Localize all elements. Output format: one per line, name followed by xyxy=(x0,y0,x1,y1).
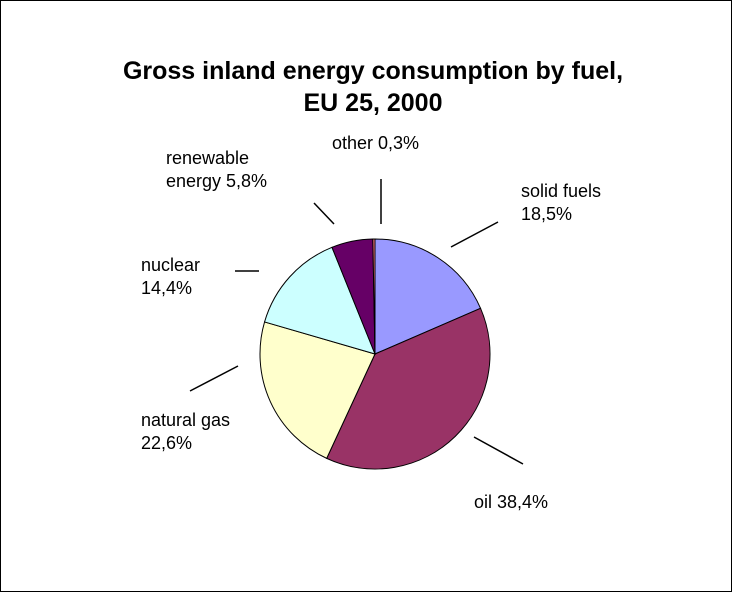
leader-line-solid-fuels xyxy=(450,221,499,248)
pie-slice-other xyxy=(372,238,376,355)
pie-slice-oil xyxy=(326,307,491,470)
pie-slices xyxy=(259,238,491,470)
leader-line-renewable-energy xyxy=(313,202,335,225)
slice-label-renewable-energy: renewable energy 5,8% xyxy=(166,148,267,191)
slice-label-oil: oil 38,4% xyxy=(474,492,548,512)
pie-slice-nuclear xyxy=(263,246,376,355)
pie-slice-solid-fuels xyxy=(374,238,482,355)
slice-labels: solid fuels 18,5% oil 38,4% natural gas 22,6… xyxy=(141,133,601,512)
leader-lines xyxy=(189,179,524,465)
chart-title-line-1: Gross inland energy consumption by fuel, xyxy=(123,57,623,85)
chart-title-line-2: EU 25, 2000 xyxy=(304,89,443,117)
leader-line-natural-gas xyxy=(189,365,239,392)
pie-slice-natural-gas xyxy=(259,321,376,460)
slice-label-nuclear: nuclear 14,4% xyxy=(141,255,200,298)
slice-label-solid-fuels: solid fuels 18,5% xyxy=(521,181,601,224)
slice-label-other: other 0,3% xyxy=(332,133,419,153)
slice-label-natural-gas: natural gas 22,6% xyxy=(141,410,230,453)
leader-line-oil xyxy=(473,436,524,465)
